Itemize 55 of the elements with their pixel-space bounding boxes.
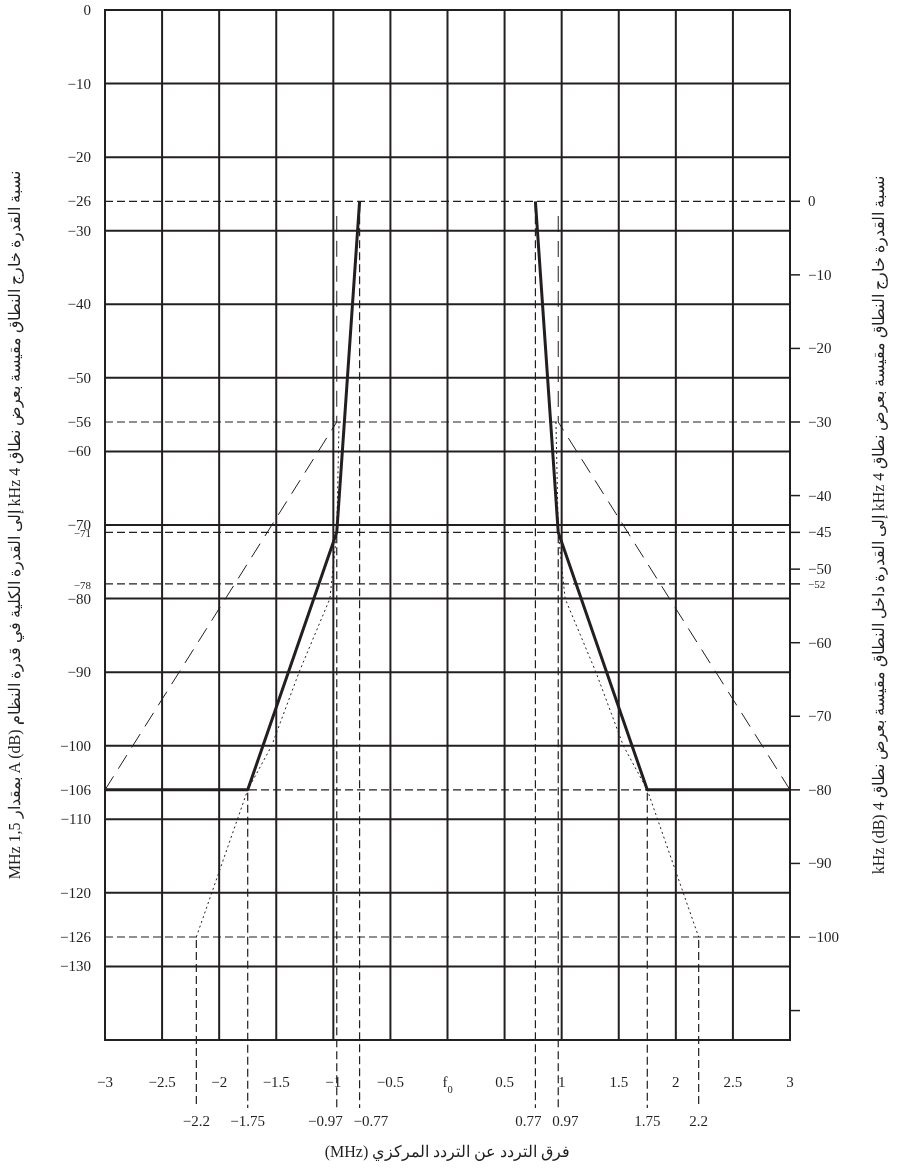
x-tick-label: 2.5 — [723, 1074, 743, 1090]
y-tick-label: −60 — [67, 443, 91, 460]
ref-line-label: 1.75 — [634, 1113, 661, 1129]
x-tick-label: −2.5 — [148, 1074, 176, 1090]
x-tick-label: −3 — [97, 1074, 113, 1090]
ref-line-label: 0.77 — [515, 1113, 542, 1129]
ref-line-label: 0.97 — [552, 1113, 579, 1129]
y-tick-label: −26 — [67, 193, 92, 210]
y-tick-label: −110 — [60, 811, 91, 828]
x-tick-label: −2 — [211, 1074, 228, 1090]
y-axis-title: نسبة القدرة خارج النطاق مقيسة بعرض نطاق 4 kHz إلى القدرة الكلية في قدرة النظام A (dB) بمقدار 1,5 MHz — [6, 170, 24, 880]
y2-tick-label: −100 — [808, 929, 839, 945]
y-tick-label: −120 — [60, 884, 91, 901]
ref-line-label: −0.97 — [308, 1113, 344, 1129]
y-tick-label: −78 — [73, 578, 92, 591]
x-axis-title: فرق التردد عن التردد المركزي (MHz) — [324, 1143, 571, 1161]
ref-line-label: −2.2 — [182, 1113, 210, 1129]
y2-tick-label: −30 — [808, 414, 832, 430]
y2-tick-label: −60 — [808, 634, 832, 651]
x-tick-label: −1.5 — [262, 1074, 290, 1090]
y2-tick-label: −10 — [808, 266, 832, 283]
y-tick-label: −130 — [60, 958, 91, 975]
x-tick-label: −1 — [325, 1074, 342, 1090]
y-tick-label: −56 — [67, 414, 92, 430]
y2-tick-label: −40 — [808, 487, 832, 504]
y2-tick-label: −80 — [808, 781, 832, 798]
ref-line-label: −0.77 — [353, 1113, 389, 1129]
y-tick-label: 0 — [83, 2, 91, 18]
x-tick-label: f$_{0}$ — [442, 1074, 453, 1095]
y-tick-label: −20 — [67, 149, 91, 166]
y-tick-label: −10 — [67, 75, 91, 92]
x-tick-label: 1.5 — [609, 1074, 629, 1090]
y-tick-label: −50 — [67, 369, 91, 386]
y2-tick-label: −70 — [808, 708, 832, 725]
x-tick-label: −0.5 — [376, 1074, 405, 1090]
y-tick-label: −106 — [60, 781, 92, 798]
y2-tick-label: 0 — [808, 193, 816, 210]
ref-line-label: −1.75 — [230, 1113, 266, 1129]
y-tick-label: −40 — [67, 296, 91, 313]
y2-axis-title: نسبة القدرة خارج النطاق مقيسة بعرض نطاق 4 kHz إلى القدرة داخل النطاق مقيسة بعرض نطاق 4 kHz (dB) — [870, 175, 888, 875]
ref-line-label: 2.2 — [689, 1113, 709, 1129]
y2-tick-label: −20 — [808, 340, 832, 357]
x-tick-label: 0.5 — [495, 1074, 514, 1090]
x-tick-label: 3 — [786, 1074, 794, 1090]
y2-tick-label: −50 — [808, 561, 832, 578]
y2-tick-label: −52 — [808, 577, 826, 590]
x-tick-label: 1 — [557, 1074, 566, 1090]
x-tick-label: 2 — [672, 1074, 680, 1090]
y-tick-label: −90 — [67, 664, 91, 681]
y2-tick-label: −45 — [808, 524, 832, 541]
y2-tick-label: −90 — [808, 855, 832, 872]
y-tick-label: −100 — [60, 737, 91, 754]
y-tick-label: −126 — [60, 929, 92, 945]
y-tick-label: −30 — [67, 222, 91, 239]
y-tick-label: −80 — [67, 590, 91, 607]
